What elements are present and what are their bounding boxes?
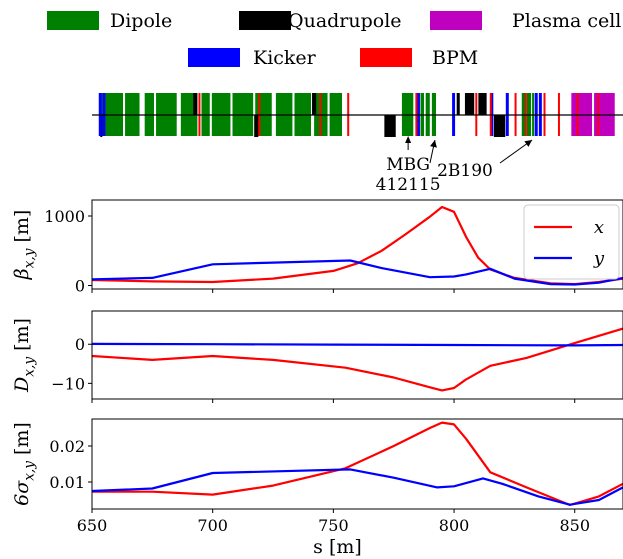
quadrupole-block: [464, 93, 475, 115]
series-line-y: [92, 342, 623, 347]
ylabel-group: Dx,y [m]: [11, 318, 38, 393]
legend-entry: Plasma cell: [430, 10, 621, 32]
ytick-label: 0.02: [49, 437, 85, 456]
optics-panels: 0 1000 βx,y [m] xy 0 −10 Dx,y [m] 0.01 0.02 650 70…: [11, 199, 623, 558]
annotation-label: 2B190: [437, 161, 493, 181]
annotation-arrowhead: [405, 136, 412, 143]
legend-entry: Dipole: [47, 10, 172, 32]
ylabel-group: 6σx,y [m]: [11, 422, 38, 506]
legend-swatch: [188, 48, 240, 67]
chart-legend-box: [523, 204, 620, 280]
ytick-label: −10: [51, 374, 85, 393]
legend-label: Kicker: [253, 47, 317, 69]
annotation-arrowhead: [524, 140, 533, 147]
ylabel: 6σx,y [m]: [11, 422, 38, 506]
annotation-label: MBG: [386, 155, 430, 175]
panel-3: 0.01 0.02 650 700 750 800 850 6σx,y [m] s [m]: [11, 418, 623, 558]
ytick-label: 0: [75, 277, 85, 296]
ytick-label: 0.01: [49, 473, 85, 492]
legend-text-x: x: [594, 217, 604, 238]
xtick-label: 700: [197, 516, 228, 535]
ylabel-group: βx,y [m]: [11, 210, 38, 281]
axes-frame: [91, 199, 623, 290]
ytick-label: 0: [75, 335, 85, 354]
axes-frame: [91, 418, 623, 510]
legend-swatch: [47, 11, 99, 30]
series-line-y: [92, 259, 623, 286]
annotation-arrowhead: [430, 140, 437, 148]
panel-1: 0 1000 βx,y [m] xy: [11, 199, 623, 296]
legend-label: Quadrupole: [288, 10, 402, 32]
quadrupole-block: [254, 115, 259, 137]
series-line-x: [92, 421, 623, 507]
ylabel: Dx,y [m]: [11, 318, 38, 393]
legend-entry: Kicker: [188, 47, 317, 69]
legend-label: Plasma cell: [512, 10, 621, 32]
legend-swatch: [239, 11, 291, 30]
xtick-label: 750: [318, 516, 349, 535]
legend-swatch: [430, 11, 482, 30]
quadrupole-block: [312, 93, 317, 115]
annotation-label: 412115: [376, 175, 441, 195]
xlabel: s [m]: [313, 536, 362, 558]
quadrupole-block: [478, 93, 487, 115]
legend-text-y: y: [593, 248, 605, 269]
xtick-label: 800: [439, 516, 470, 535]
legend-label: Dipole: [110, 10, 172, 32]
legend-entry: BPM: [360, 47, 478, 69]
series-line-x: [92, 327, 623, 392]
quadrupole-block: [384, 115, 396, 137]
quadrupole-block: [456, 93, 460, 115]
xtick-label: 850: [559, 516, 590, 535]
panel-2: 0 −10 Dx,y [m]: [11, 310, 623, 403]
legend: Dipole Quadrupole Plasma cell Kicker BPM: [47, 10, 621, 69]
quadrupole-block: [493, 115, 506, 137]
legend-swatch: [360, 48, 412, 67]
chart-legend: xy: [523, 204, 620, 280]
annotation-2b190: 2B190: [429, 139, 533, 181]
xtick-label: 650: [77, 516, 108, 535]
axes-frame: [91, 310, 623, 400]
ylabel: βx,y [m]: [11, 210, 38, 281]
series-line-y: [92, 468, 623, 506]
legend-label: BPM: [432, 47, 478, 69]
quadrupole-block: [193, 93, 198, 115]
legend-entry: Quadrupole: [239, 10, 402, 32]
ytick-label: 1000: [44, 207, 85, 226]
